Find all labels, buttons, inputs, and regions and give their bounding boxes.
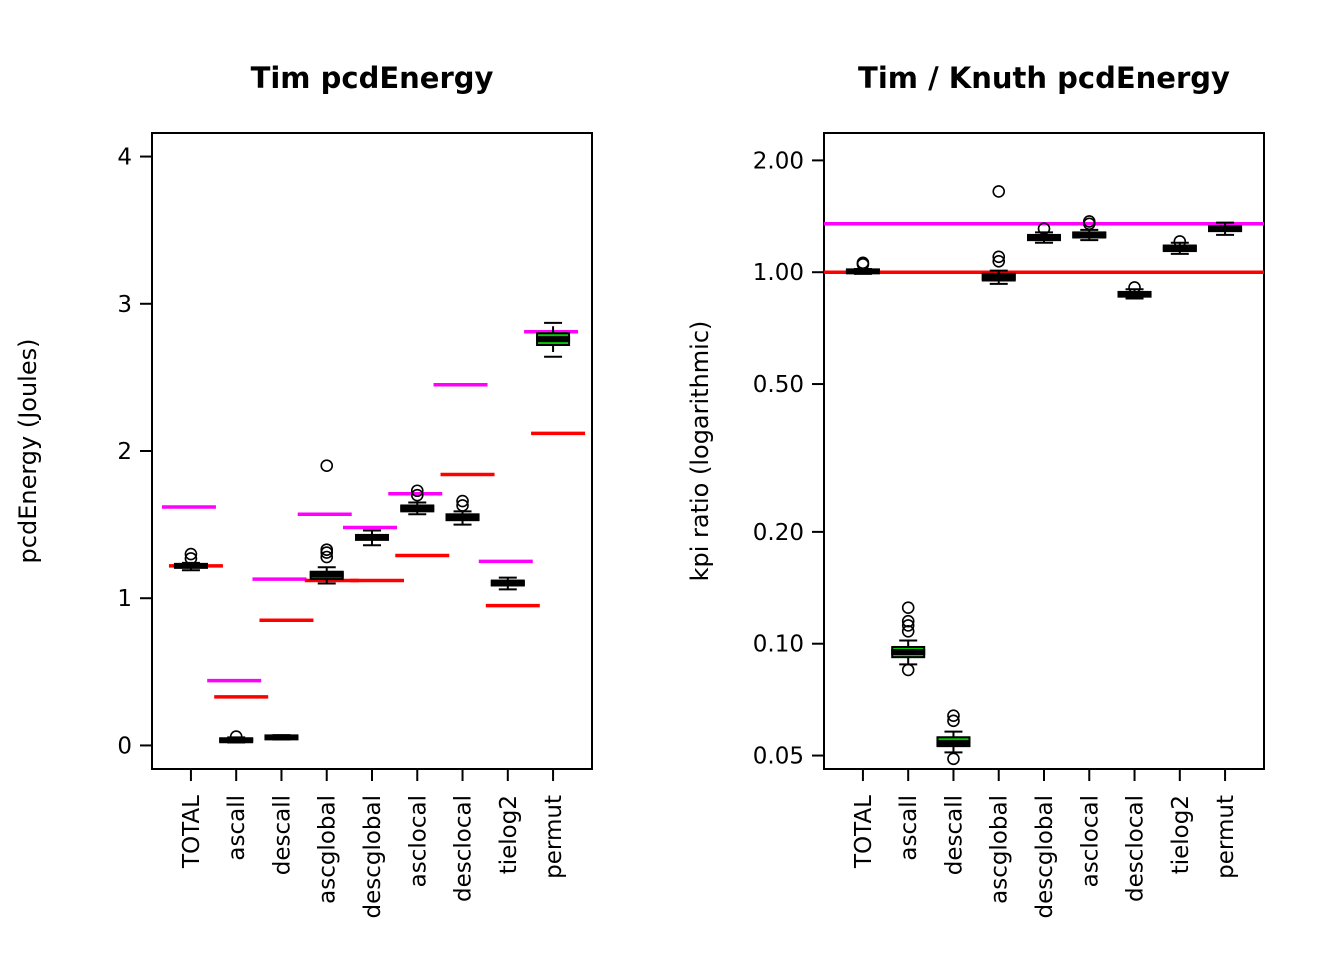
y-tick-label: 0.05 bbox=[753, 744, 804, 770]
outlier-point bbox=[947, 714, 960, 728]
outlier-point bbox=[410, 484, 424, 498]
boxplot-asclocal bbox=[1072, 215, 1107, 242]
chart-title: Tim pcdEnergy bbox=[251, 61, 494, 95]
x-tick-label: ascglobal bbox=[315, 795, 341, 904]
outlier-point bbox=[320, 543, 334, 556]
outlier-point bbox=[992, 185, 1006, 198]
chart-panel-2: Tim / Knuth pcdEnergy kpi ratio (logarith… bbox=[686, 61, 1265, 919]
x-tick-label: TOTAL bbox=[179, 795, 205, 869]
boxplot-descall bbox=[936, 709, 971, 766]
outlier-point bbox=[320, 459, 334, 473]
outlier-point bbox=[1173, 235, 1187, 248]
chart-panel-1: Tim pcdEnergy pcdEnergy (Joules) 0 1 2 3 4 TOTA… bbox=[14, 61, 593, 919]
x-tick-label: descall bbox=[941, 795, 967, 875]
boxplot-desclocal bbox=[445, 494, 480, 526]
x-tick-label: ascglobal bbox=[987, 795, 1013, 904]
x-tick-label: ascall bbox=[896, 795, 922, 861]
x-tick-label: tielog2 bbox=[1168, 795, 1194, 874]
x-tick-label: permut bbox=[541, 795, 567, 879]
boxplot-desclocal bbox=[1117, 281, 1152, 300]
boxplot-permut bbox=[536, 321, 571, 358]
boxplot-descall bbox=[264, 734, 299, 741]
y-tick-label: 2 bbox=[117, 439, 132, 465]
outlier-point bbox=[947, 709, 960, 723]
y-tick-label: 1.00 bbox=[753, 260, 804, 286]
boxplot-tielog2 bbox=[490, 576, 525, 591]
plot-frame bbox=[151, 132, 593, 770]
x-tick-label: asclocal bbox=[405, 795, 431, 887]
outlier-point bbox=[320, 550, 334, 564]
x-tick-label: tielog2 bbox=[496, 795, 522, 874]
boxplot-ascall bbox=[219, 730, 254, 744]
boxplot-permut bbox=[1208, 221, 1243, 236]
outlier-point bbox=[901, 624, 915, 638]
x-tick-label: ascall bbox=[224, 795, 250, 861]
y-tick-label: 1 bbox=[117, 586, 132, 612]
y-tick-label: 4 bbox=[117, 145, 132, 171]
outlier-point bbox=[856, 256, 870, 270]
plot-frame bbox=[823, 132, 1265, 770]
outlier-point bbox=[901, 619, 915, 632]
outlier-point bbox=[992, 250, 1006, 264]
outlier-point bbox=[184, 552, 198, 565]
boxplot-descglobal bbox=[355, 529, 389, 547]
boxplot-ascall bbox=[891, 601, 926, 677]
x-tick-label: descglobal bbox=[1032, 795, 1058, 919]
outlier-point bbox=[992, 255, 1006, 268]
boxplot-TOTAL bbox=[845, 256, 880, 275]
chart-title: Tim / Knuth pcdEnergy bbox=[858, 61, 1230, 95]
y-tick-label: 3 bbox=[117, 292, 132, 318]
y-tick-label: 0 bbox=[117, 733, 132, 759]
x-tick-label: TOTAL bbox=[851, 795, 877, 869]
outlier-point bbox=[456, 499, 469, 512]
x-tick-label: desclocal bbox=[1123, 795, 1149, 902]
y-tick-label: 0.50 bbox=[753, 372, 804, 398]
x-tick-label: descall bbox=[269, 795, 295, 875]
outlier-point bbox=[947, 752, 960, 766]
y-tick-label: 0.20 bbox=[753, 520, 804, 546]
boxplot-TOTAL bbox=[173, 547, 208, 572]
x-tick-label: descglobal bbox=[360, 795, 386, 919]
x-tick-label: desclocal bbox=[451, 795, 477, 902]
y-axis-title: pcdEnergy (Joules) bbox=[14, 339, 42, 564]
outlier-point bbox=[456, 494, 469, 508]
x-tick-label: permut bbox=[1213, 795, 1239, 879]
outlier-point bbox=[1082, 215, 1096, 228]
boxplot-ascglobal bbox=[981, 185, 1016, 285]
outlier-point bbox=[1037, 222, 1051, 235]
boxplot-asclocal bbox=[400, 484, 435, 516]
boxplot-tielog2 bbox=[1162, 235, 1197, 255]
y-tick-label: 2.00 bbox=[753, 148, 804, 174]
outlier-point bbox=[901, 614, 915, 628]
outlier-point bbox=[901, 601, 915, 615]
outlier-point bbox=[1128, 281, 1141, 294]
outlier-point bbox=[901, 663, 915, 677]
x-tick-label: asclocal bbox=[1077, 795, 1103, 887]
outlier-point bbox=[229, 730, 243, 743]
y-axis-title: kpi ratio (logarithmic) bbox=[686, 321, 714, 582]
outlier-point bbox=[184, 547, 198, 561]
y-tick-label: 0.10 bbox=[753, 632, 804, 658]
boxplot-ascglobal bbox=[309, 459, 344, 585]
boxplot-descglobal bbox=[1027, 222, 1061, 244]
outlier-point bbox=[410, 488, 424, 502]
